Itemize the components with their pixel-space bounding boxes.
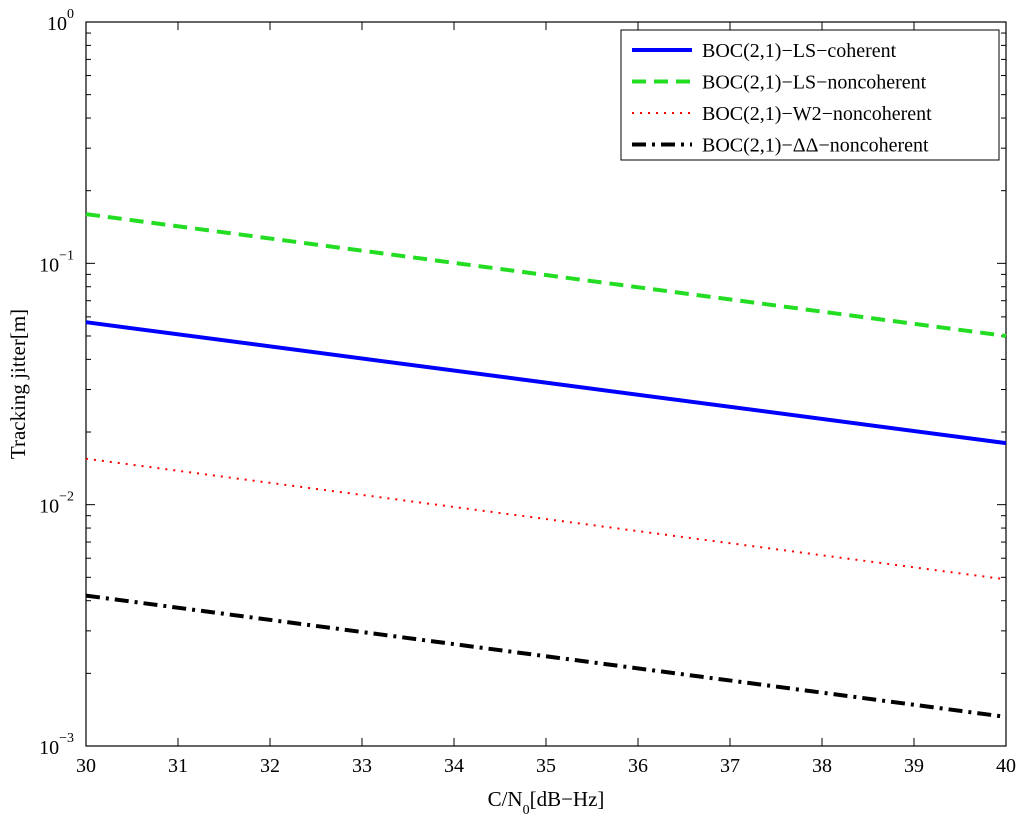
- x-tick-label: 37: [720, 755, 740, 777]
- y-tick-label: 100: [47, 7, 74, 35]
- series-line-1: [85, 320, 1007, 446]
- x-tick-label: 35: [536, 755, 556, 777]
- y-tick-label-base: 10: [47, 13, 67, 35]
- series-line-2: [85, 212, 1007, 338]
- y-tick-label-base: 10: [39, 254, 59, 276]
- x-axis-label-rest: [dB−Hz]: [530, 787, 605, 811]
- x-tick-label: 34: [444, 755, 464, 777]
- x-tick-label: 36: [628, 755, 648, 777]
- y-tick-label-base: 10: [39, 737, 59, 759]
- legend-label-3: BOC(2,1)−W2−noncoherent: [702, 103, 932, 125]
- x-axis-label-sub: 0: [523, 803, 530, 818]
- y-tick-label: 10−3: [39, 731, 74, 759]
- y-tick-label-exp: −2: [59, 490, 74, 505]
- y-tick-label-base: 10: [39, 496, 59, 518]
- x-tick-label: 32: [260, 755, 280, 777]
- y-tick-label: 10−1: [39, 248, 74, 276]
- x-tick-label: 38: [812, 755, 832, 777]
- y-tick-label: 10−2: [39, 490, 74, 518]
- x-tick-label: 30: [76, 755, 96, 777]
- x-tick-label: 33: [352, 755, 372, 777]
- legend: BOC(2,1)−LS−coherent BOC(2,1)−LS−noncoher…: [620, 29, 1000, 161]
- x-tick-label: 31: [168, 755, 188, 777]
- x-axis-label: C/N0[dB−Hz]: [488, 787, 605, 818]
- x-axis-label-main: C/N: [488, 787, 523, 811]
- legend-label-4: BOC(2,1)−ΔΔ−noncoherent: [702, 135, 929, 157]
- legend-label-2: BOC(2,1)−LS−noncoherent: [702, 72, 927, 94]
- y-axis-label: Tracking jitter[m]: [6, 309, 30, 459]
- y-tick-label-exp: 0: [67, 7, 74, 22]
- series-line-4: [85, 593, 1007, 719]
- y-tick-label-exp: −3: [59, 731, 74, 746]
- y-tick-label-exp: −1: [59, 248, 74, 263]
- legend-label-1: BOC(2,1)−LS−coherent: [702, 40, 897, 62]
- x-tick-label: 40: [996, 755, 1016, 777]
- x-tick-label: 39: [904, 755, 924, 777]
- series-layer: [85, 212, 1007, 719]
